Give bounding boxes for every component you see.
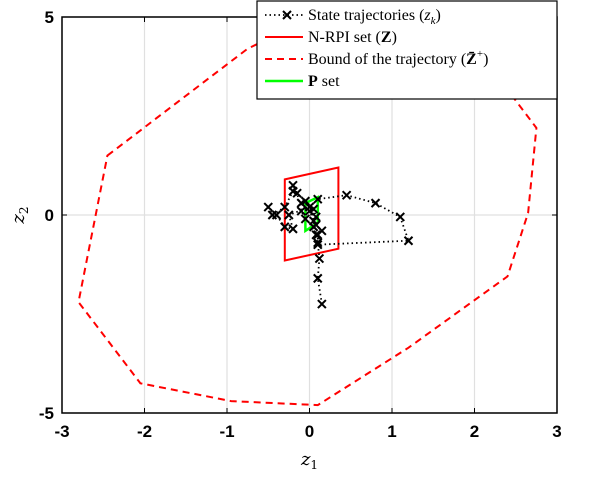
legend-entry-trajectory: State trajectories (zk​) (308, 7, 441, 27)
trajectory-point-marker (280, 222, 290, 232)
legend-entry-bound: Bound of the trajectory (Z̄+​) (308, 48, 488, 68)
x-tick-label: -3 (54, 422, 69, 441)
x-tick-label: -1 (219, 422, 234, 441)
legend: State trajectories (zk​) N-RPI set (Z) Bou… (256, 0, 558, 100)
trajectory-point-marker (271, 210, 282, 220)
x-tick-label: 1 (387, 422, 396, 441)
legend-box (256, 0, 558, 100)
y-tick-label: -5 (39, 404, 54, 423)
series-trajectory-line (267, 184, 410, 305)
trajectory-point-marker (288, 224, 298, 234)
trajectory-point-marker (313, 194, 323, 204)
trajectory-point-marker (313, 238, 323, 248)
trajectory-point-marker (311, 212, 321, 222)
x-axis-label: z1 (300, 449, 318, 472)
x-tick-label: -2 (137, 422, 152, 441)
trajectory-point-marker (314, 253, 325, 264)
trajectory-point-marker (304, 202, 315, 212)
trajectory-point-marker (288, 186, 298, 196)
trajectory-point-marker (263, 202, 273, 212)
legend-marker (282, 10, 292, 20)
trajectory-point-marker (317, 299, 327, 309)
trajectory-point-marker (280, 202, 290, 212)
trajectory-point-marker (300, 214, 311, 224)
trajectory-point-marker (370, 198, 381, 208)
trajectory-point-marker (311, 220, 321, 230)
x-tick-label: 2 (470, 422, 479, 441)
trajectory-point-marker (313, 273, 323, 284)
legend-entry-nrpi: N-RPI set (Z) (308, 29, 397, 46)
y-axis-label: z2 (8, 206, 31, 224)
trajectory-point-marker (313, 239, 323, 250)
legend-entry-pset: P set (308, 73, 340, 90)
trajectory-point-marker (311, 230, 321, 240)
trajectory-point-marker (403, 236, 414, 246)
y-tick-label: 0 (45, 206, 54, 225)
series-nrpi-line (283, 166, 340, 262)
x-tick-label: 0 (305, 422, 314, 441)
tick-labels: -3 -2 -1 0 1 2 3 -5 0 5 (39, 8, 562, 441)
trajectory-point-marker (395, 212, 405, 222)
trajectory-point-marker (296, 206, 306, 216)
y-tick-label: 5 (45, 8, 54, 27)
trajectory-point-marker (300, 196, 311, 206)
x-tick-label: 3 (552, 422, 561, 441)
trajectory-point-marker (284, 210, 294, 220)
trajectory-point-marker (341, 190, 352, 200)
